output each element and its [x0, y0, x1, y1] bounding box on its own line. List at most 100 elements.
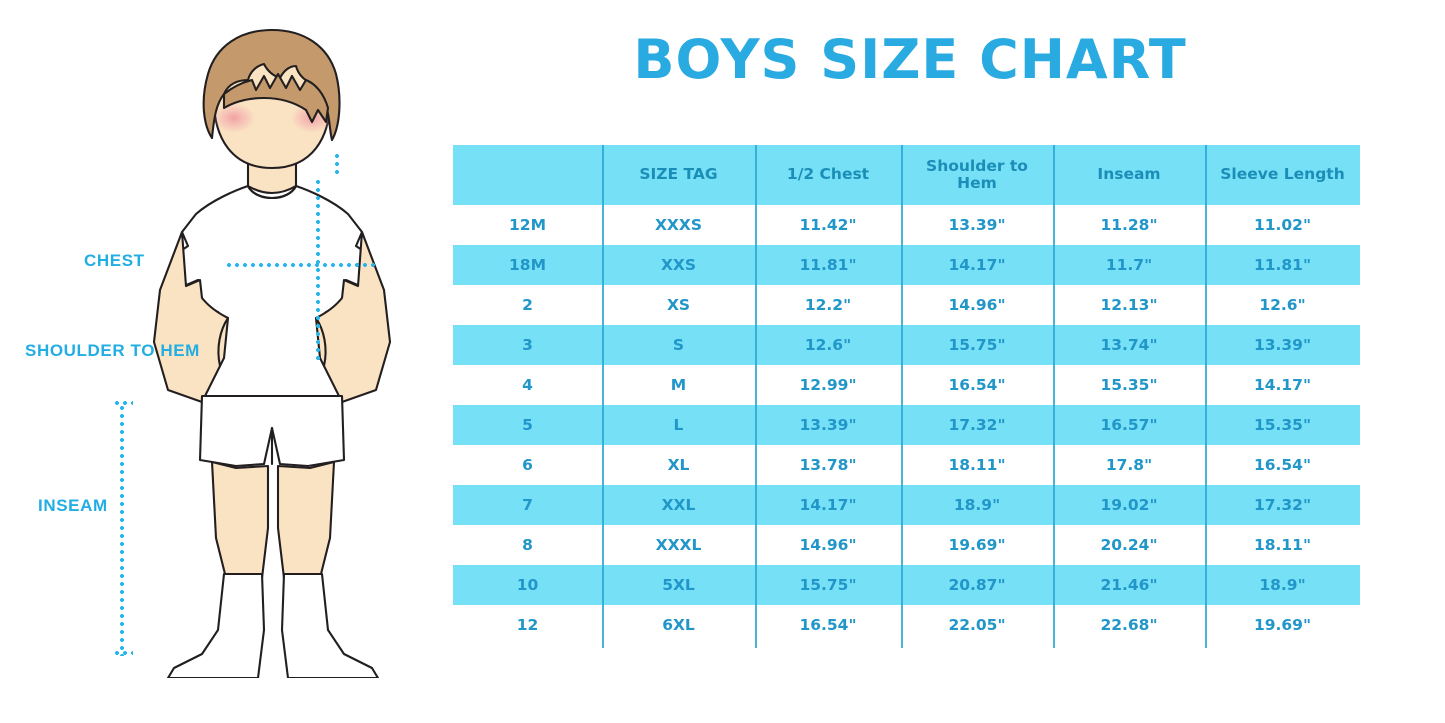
cell-sleeve-length: 18.11": [1205, 525, 1360, 565]
cell-sleeve-length: 12.6": [1205, 285, 1360, 325]
column-divider: [901, 145, 903, 648]
cell-half-chest: 15.75": [755, 565, 901, 605]
table-row: 6 XL 13.78" 18.11" 17.8" 16.54": [453, 445, 1360, 485]
cell-sleeve-length: 15.35": [1205, 405, 1360, 445]
cell-size-tag: 5XL: [602, 565, 755, 605]
size-chart-table-wrapper: SIZE TAG 1/2 Chest Shoulder to Hem Insea…: [453, 145, 1360, 648]
cell-size: 3: [453, 325, 602, 365]
cell-sleeve-length: 18.9": [1205, 565, 1360, 605]
cell-half-chest: 13.78": [755, 445, 901, 485]
table-row: 7 XXL 14.17" 18.9" 19.02" 17.32": [453, 485, 1360, 525]
table-row: 2 XS 12.2" 14.96" 12.13" 12.6": [453, 285, 1360, 325]
cell-sleeve-length: 16.54": [1205, 445, 1360, 485]
column-header-sleeve-length: Sleeve Length: [1205, 145, 1360, 205]
neck-guide-line: [335, 152, 339, 176]
cell-inseam: 17.8": [1053, 445, 1205, 485]
cell-sleeve-length: 13.39": [1205, 325, 1360, 365]
cell-inseam: 13.74": [1053, 325, 1205, 365]
cell-size: 2: [453, 285, 602, 325]
cell-size-tag: 6XL: [602, 605, 755, 645]
illustration-panel: CHEST SHOULDER TO HEM INSEAM: [0, 0, 455, 723]
column-header-shoulder-to-hem: Shoulder to Hem: [901, 145, 1053, 205]
cell-shoulder-to-hem: 18.9": [901, 485, 1053, 525]
cell-half-chest: 11.42": [755, 205, 901, 245]
cell-sleeve-length: 11.81": [1205, 245, 1360, 285]
cell-half-chest: 14.17": [755, 485, 901, 525]
cell-size: 18M: [453, 245, 602, 285]
table-row: 4 M 12.99" 16.54" 15.35" 14.17": [453, 365, 1360, 405]
column-header-inseam: Inseam: [1053, 145, 1205, 205]
cell-inseam: 22.68": [1053, 605, 1205, 645]
table-row: 10 5XL 15.75" 20.87" 21.46" 18.9": [453, 565, 1360, 605]
cell-inseam: 12.13": [1053, 285, 1205, 325]
cell-inseam: 11.28": [1053, 205, 1205, 245]
table-row: 12M XXXS 11.42" 13.39" 11.28" 11.02": [453, 205, 1360, 245]
cell-shoulder-to-hem: 14.17": [901, 245, 1053, 285]
cell-size-tag: XS: [602, 285, 755, 325]
column-divider: [1205, 145, 1207, 648]
cell-inseam: 16.57": [1053, 405, 1205, 445]
column-header-size-tag: SIZE TAG: [602, 145, 755, 205]
column-divider: [1053, 145, 1055, 648]
label-shoulder-to-hem: SHOULDER TO HEM: [25, 341, 200, 360]
cell-shoulder-to-hem: 18.11": [901, 445, 1053, 485]
cell-size-tag: L: [602, 405, 755, 445]
cell-half-chest: 12.6": [755, 325, 901, 365]
cell-inseam: 15.35": [1053, 365, 1205, 405]
cell-sleeve-length: 17.32": [1205, 485, 1360, 525]
cell-size: 5: [453, 405, 602, 445]
cell-size: 4: [453, 365, 602, 405]
column-header-half-chest: 1/2 Chest: [755, 145, 901, 205]
inseam-guide-cap-bottom: [113, 651, 133, 655]
cell-inseam: 20.24": [1053, 525, 1205, 565]
cell-half-chest: 11.81": [755, 245, 901, 285]
table-row: 3 S 12.6" 15.75" 13.74" 13.39": [453, 325, 1360, 365]
cell-sleeve-length: 14.17": [1205, 365, 1360, 405]
shoulder-to-hem-guide-line: [316, 178, 320, 364]
cell-size-tag: XXXS: [602, 205, 755, 245]
cell-size-tag: M: [602, 365, 755, 405]
cell-inseam: 11.7": [1053, 245, 1205, 285]
cell-shoulder-to-hem: 16.54": [901, 365, 1053, 405]
column-divider: [602, 145, 604, 648]
cell-size-tag: S: [602, 325, 755, 365]
table-row: 5 L 13.39" 17.32" 16.57" 15.35": [453, 405, 1360, 445]
cell-shoulder-to-hem: 20.87": [901, 565, 1053, 605]
table-row: 8 XXXL 14.96" 19.69" 20.24" 18.11": [453, 525, 1360, 565]
column-header-size: [453, 145, 602, 205]
cell-size: 12: [453, 605, 602, 645]
chest-guide-line: [225, 263, 377, 267]
cell-size: 8: [453, 525, 602, 565]
cell-size: 10: [453, 565, 602, 605]
cell-shoulder-to-hem: 19.69": [901, 525, 1053, 565]
cell-half-chest: 16.54": [755, 605, 901, 645]
table-row: 12 6XL 16.54" 22.05" 22.68" 19.69": [453, 605, 1360, 645]
table-body: 12M XXXS 11.42" 13.39" 11.28" 11.02" 18M…: [453, 205, 1360, 645]
label-inseam: INSEAM: [38, 496, 108, 515]
boy-illustration: [152, 28, 392, 678]
size-chart-table: SIZE TAG 1/2 Chest Shoulder to Hem Insea…: [453, 145, 1360, 645]
cell-size: 7: [453, 485, 602, 525]
cell-size-tag: XL: [602, 445, 755, 485]
cell-shoulder-to-hem: 17.32": [901, 405, 1053, 445]
inseam-guide-cap-top: [113, 401, 133, 405]
cell-inseam: 19.02": [1053, 485, 1205, 525]
cell-size-tag: XXL: [602, 485, 755, 525]
cell-size-tag: XXXL: [602, 525, 755, 565]
cell-shoulder-to-hem: 14.96": [901, 285, 1053, 325]
cell-inseam: 21.46": [1053, 565, 1205, 605]
cell-half-chest: 13.39": [755, 405, 901, 445]
inseam-guide-line: [120, 404, 124, 656]
cell-size: 12M: [453, 205, 602, 245]
cell-sleeve-length: 11.02": [1205, 205, 1360, 245]
column-divider: [755, 145, 757, 648]
cell-shoulder-to-hem: 15.75": [901, 325, 1053, 365]
cell-size: 6: [453, 445, 602, 485]
cell-shoulder-to-hem: 22.05": [901, 605, 1053, 645]
cell-half-chest: 14.96": [755, 525, 901, 565]
cell-size-tag: XXS: [602, 245, 755, 285]
label-chest: CHEST: [84, 251, 145, 270]
cell-half-chest: 12.99": [755, 365, 901, 405]
table-header-row: SIZE TAG 1/2 Chest Shoulder to Hem Insea…: [453, 145, 1360, 205]
page-title: BOYS SIZE CHART: [633, 28, 1187, 91]
